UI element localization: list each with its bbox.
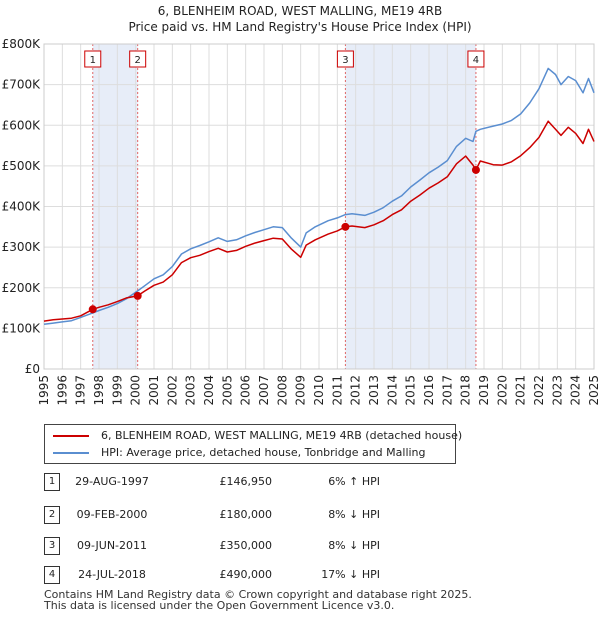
y-tick-label: £600K [2,118,42,132]
footer-attribution: Contains HM Land Registry data © Crown c… [44,589,472,611]
transaction-row: 4 24-JUL-2018 £490,000 17% ↓ HPI [0,566,600,584]
transaction-badge: 2 [44,506,60,524]
y-tick-label: £500K [2,159,42,173]
chart-title: 6, BLENHEIM ROAD, WEST MALLING, ME19 4RB [158,4,443,18]
footer-line: Contains HM Land Registry data © Crown c… [44,588,472,601]
y-tick-label: £400K [2,200,42,214]
transaction-date: 09-JUN-2011 [76,539,148,552]
y-tick-label: £800K [2,37,42,51]
price-chart: 6, BLENHEIM ROAD, WEST MALLING, ME19 4RB… [2,4,600,406]
transaction-badge: 4 [44,566,60,584]
x-tick-label: 1999 [110,375,124,406]
legend-swatch-property [53,435,89,437]
x-tick-label: 1995 [37,375,51,406]
chart-subtitle: Price paid vs. HM Land Registry's House … [128,20,471,34]
transaction-date: 09-FEB-2000 [76,508,148,521]
sale-label: 3 [342,55,348,66]
sale-label-box [336,50,354,68]
y-tick-label: £700K [2,78,42,92]
sale-point [341,222,350,231]
y-tick-label: £0 [25,362,40,376]
x-tick-label: 2010 [312,375,326,406]
x-tick-label: 2012 [349,375,363,406]
x-tick-label: 2015 [404,375,418,406]
x-tick-label: 2003 [184,375,198,406]
x-tick-label: 1996 [55,375,69,406]
transaction-badge: 3 [44,537,60,555]
x-tick-label: 2011 [330,375,344,406]
transaction-price: £146,950 [219,475,273,488]
x-tick-label: 2013 [367,375,381,406]
sale-label-box [129,50,147,68]
x-tick-label: 2001 [147,375,161,406]
x-tick-label: 2006 [239,375,253,406]
transaction-price: £180,000 [219,508,273,521]
transaction-row: 1 29-AUG-1997 £146,950 6% ↑ HPI [0,473,600,491]
x-tick-label: 2018 [459,375,473,406]
x-tick-label: 2022 [532,375,546,406]
x-tick-label: 2004 [202,375,216,406]
legend-label-property: 6, BLENHEIM ROAD, WEST MALLING, ME19 4RB… [101,429,463,442]
transaction-hpi-diff: 8% ↓ HPI [328,539,380,552]
x-tick-label: 2009 [294,375,308,406]
y-tick-label: £100K [2,321,42,335]
legend: 6, BLENHEIM ROAD, WEST MALLING, ME19 4RB… [44,424,462,464]
x-tick-label: 1997 [74,375,88,406]
transaction-hpi-diff: 8% ↓ HPI [328,508,380,521]
x-tick-label: 2024 [569,375,583,406]
x-tick-label: 2021 [514,375,528,406]
sale-label-box [84,50,102,68]
transaction-hpi-diff: 6% ↑ HPI [328,475,380,488]
legend-label-hpi: HPI: Average price, detached house, Tonb… [101,446,426,459]
sale-label: 2 [134,55,140,66]
y-tick-label: £200K [2,281,42,295]
transaction-price: £350,000 [219,539,273,552]
sale-point [133,291,142,300]
x-tick-label: 2002 [165,375,179,406]
footer-line: This data is licensed under the Open Gov… [44,599,395,612]
x-tick-label: 2025 [587,375,600,406]
x-tick-label: 1998 [92,375,106,406]
sale-point [471,165,480,174]
transaction-row: 2 09-FEB-2000 £180,000 8% ↓ HPI [0,506,600,524]
sale-point [88,305,97,314]
hpi-line [43,67,595,326]
x-tick-label: 2023 [550,375,564,406]
transaction-row: 3 09-JUN-2011 £350,000 8% ↓ HPI [0,537,600,555]
sale-label: 4 [473,55,479,66]
x-tick-label: 2016 [422,375,436,406]
x-tick-label: 2007 [257,375,271,406]
x-tick-label: 2020 [495,375,509,406]
transaction-price: £490,000 [219,568,273,581]
y-tick-label: £300K [2,240,42,254]
transaction-date: 24-JUL-2018 [78,568,146,581]
x-tick-label: 2019 [477,375,491,406]
transaction-badge: 1 [44,473,60,491]
legend-swatch-hpi [53,452,89,454]
x-tick-label: 2000 [129,375,143,406]
plot-area [43,43,595,370]
x-tick-label: 2014 [385,375,399,406]
transaction-hpi-diff: 17% ↓ HPI [321,568,380,581]
sale-label: 1 [90,55,96,66]
x-tick-label: 2017 [440,375,454,406]
x-tick-label: 2005 [220,375,234,406]
sale-label-box [467,50,485,68]
transaction-date: 29-AUG-1997 [75,475,149,488]
x-tick-label: 2008 [275,375,289,406]
property-price-line [43,120,595,322]
